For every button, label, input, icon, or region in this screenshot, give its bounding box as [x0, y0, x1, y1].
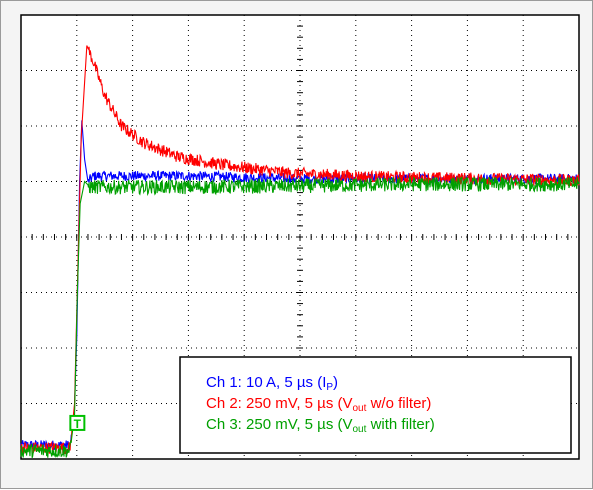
- legend-entry-ch-1: Ch 1: 10 A, 5 µs (IP): [206, 374, 338, 393]
- legend: Ch 1: 10 A, 5 µs (IP) Ch 2: 250 mV, 5 µs …: [179, 356, 572, 454]
- series-line-ch-3: [20, 175, 580, 459]
- trigger-marker-box: [69, 414, 86, 431]
- trigger-marker-label: T: [74, 417, 82, 431]
- trigger-marker: T: [69, 414, 86, 431]
- legend-entry-ch-2: Ch 2: 250 mV, 5 µs (Vout w/o filter): [206, 395, 431, 414]
- trace-group: [20, 45, 580, 459]
- legend-entry-ch-3: Ch 3: 250 mV, 5 µs (Vout with filter): [206, 416, 435, 435]
- legend-box: [179, 356, 572, 454]
